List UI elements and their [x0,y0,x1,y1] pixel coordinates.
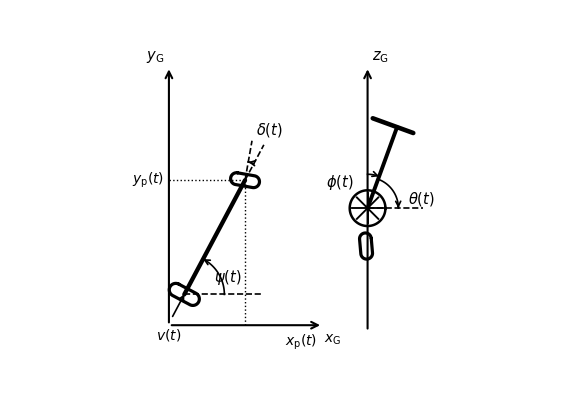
Text: $\psi(t)$: $\psi(t)$ [214,268,242,287]
Text: $v(t)$: $v(t)$ [155,326,181,342]
Text: $\phi(t)$: $\phi(t)$ [326,173,354,192]
Text: $y_\mathrm{G}$: $y_\mathrm{G}$ [146,49,164,65]
Text: $x_\mathrm{G}$: $x_\mathrm{G}$ [324,333,342,347]
Text: $z_\mathrm{G}$: $z_\mathrm{G}$ [372,49,389,65]
Text: $\delta(t)$: $\delta(t)$ [255,121,282,139]
Text: $x_\mathrm{p}(t)$: $x_\mathrm{p}(t)$ [285,333,317,352]
Text: $y_\mathrm{p}(t)$: $y_\mathrm{p}(t)$ [132,170,164,190]
Text: $\theta(t)$: $\theta(t)$ [407,190,434,208]
